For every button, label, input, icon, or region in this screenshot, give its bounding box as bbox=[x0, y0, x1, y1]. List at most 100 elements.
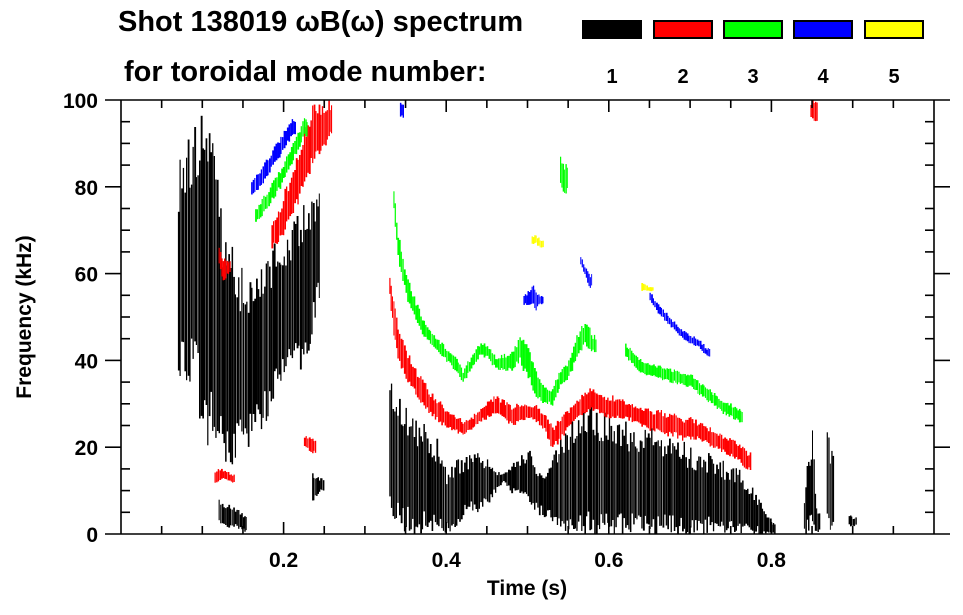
spectral-mark bbox=[659, 446, 661, 526]
spectral-mark bbox=[256, 278, 258, 405]
spectral-mark bbox=[569, 357, 572, 372]
spectral-mark bbox=[547, 389, 549, 404]
spectral-mark bbox=[682, 373, 684, 385]
spectral-mark bbox=[651, 365, 654, 376]
spectral-mark bbox=[441, 342, 444, 357]
spectral-mark bbox=[633, 432, 635, 525]
spectral-mark bbox=[558, 421, 560, 439]
spectral-mark bbox=[315, 111, 317, 152]
spectral-mark bbox=[444, 466, 446, 533]
spectral-mark bbox=[508, 404, 510, 424]
spectral-mark bbox=[685, 332, 687, 341]
spectral-mark bbox=[305, 119, 307, 137]
spectral-mark bbox=[477, 453, 479, 513]
spectral-mark bbox=[814, 493, 817, 531]
spectral-mark bbox=[537, 408, 539, 422]
spectral-mark bbox=[501, 399, 504, 417]
spectral-mark bbox=[247, 312, 250, 447]
spectral-mark bbox=[711, 459, 713, 523]
spectral-mark bbox=[717, 435, 720, 449]
spectral-mark bbox=[755, 494, 757, 532]
spectral-mark bbox=[202, 148, 204, 419]
spectral-mark bbox=[616, 425, 619, 518]
spectral-mark bbox=[428, 453, 430, 523]
spectral-mark bbox=[625, 404, 627, 417]
spectral-mark bbox=[690, 417, 692, 440]
spectral-mark bbox=[537, 238, 539, 246]
spectral-mark bbox=[734, 440, 736, 459]
spectral-mark bbox=[290, 260, 292, 356]
y-tick-label: 100 bbox=[63, 90, 98, 113]
spectral-mark bbox=[818, 513, 821, 530]
spectral-mark bbox=[639, 440, 642, 517]
spectral-mark bbox=[730, 469, 733, 522]
spectral-mark bbox=[737, 474, 739, 526]
spectral-mark bbox=[524, 294, 527, 304]
spectral-mark bbox=[498, 472, 500, 487]
spectral-mark bbox=[447, 412, 450, 428]
spectral-mark bbox=[581, 394, 583, 416]
spectral-mark bbox=[680, 458, 682, 518]
spectral-mark bbox=[602, 441, 604, 523]
spectral-mark bbox=[654, 366, 657, 377]
spectral-mark bbox=[743, 489, 746, 526]
spectral-mark bbox=[221, 468, 223, 479]
spectral-mark bbox=[665, 369, 667, 379]
spectral-mark bbox=[670, 414, 673, 434]
spectral-mark bbox=[420, 316, 422, 330]
spectral-mark bbox=[553, 454, 555, 518]
spectral-mark bbox=[392, 296, 393, 318]
spectral-mark bbox=[485, 346, 487, 356]
spectral-mark bbox=[591, 274, 593, 286]
spectral-mark bbox=[421, 441, 424, 530]
spectral-mark bbox=[529, 352, 531, 378]
spectral-mark bbox=[699, 340, 702, 349]
spectral-mark bbox=[305, 136, 308, 178]
spectral-mark bbox=[469, 455, 471, 507]
spectral-mark bbox=[182, 167, 185, 343]
spectral-mark bbox=[522, 339, 525, 371]
spectral-mark bbox=[277, 211, 280, 242]
spectral-mark bbox=[815, 101, 817, 122]
spectral-mark bbox=[229, 261, 231, 272]
spectral-mark bbox=[390, 285, 392, 311]
spectral-mark bbox=[317, 206, 319, 283]
spectral-mark bbox=[296, 216, 299, 349]
spectral-mark bbox=[508, 469, 510, 486]
spectral-mark bbox=[693, 336, 695, 346]
spectral-mark bbox=[279, 212, 282, 236]
spectral-mark bbox=[710, 392, 713, 404]
spectral-mark bbox=[532, 237, 535, 244]
spectral-mark bbox=[576, 335, 578, 357]
spectral-mark bbox=[306, 228, 308, 354]
spectral-mark bbox=[714, 473, 717, 524]
feature-n4-chirp-mid bbox=[580, 257, 593, 288]
spectral-mark bbox=[568, 413, 570, 426]
spectral-mark bbox=[249, 282, 252, 414]
axes bbox=[105, 99, 950, 535]
spectral-mark bbox=[498, 398, 500, 414]
spectral-mark bbox=[542, 240, 544, 248]
spectral-mark bbox=[584, 431, 586, 534]
spectral-mark bbox=[252, 179, 255, 194]
spectral-mark bbox=[750, 493, 753, 530]
spectral-mark bbox=[735, 408, 738, 419]
spectral-mark bbox=[540, 382, 542, 401]
spectral-mark bbox=[562, 163, 564, 192]
spectral-mark bbox=[669, 317, 671, 325]
spectral-mark bbox=[220, 208, 222, 417]
spectral-mark bbox=[564, 411, 567, 431]
spectral-mark bbox=[433, 335, 436, 347]
spectral-mark bbox=[464, 368, 466, 379]
spectral-mark bbox=[620, 401, 622, 419]
spectral-mark bbox=[551, 389, 554, 406]
spectral-mark bbox=[512, 462, 515, 489]
spectral-mark bbox=[688, 417, 691, 437]
spectral-mark bbox=[678, 328, 680, 336]
spectral-mark bbox=[413, 437, 416, 534]
spectral-mark bbox=[850, 515, 852, 527]
spectral-mark bbox=[225, 508, 227, 525]
spectral-mark bbox=[313, 104, 316, 159]
spectral-mark bbox=[441, 460, 443, 529]
